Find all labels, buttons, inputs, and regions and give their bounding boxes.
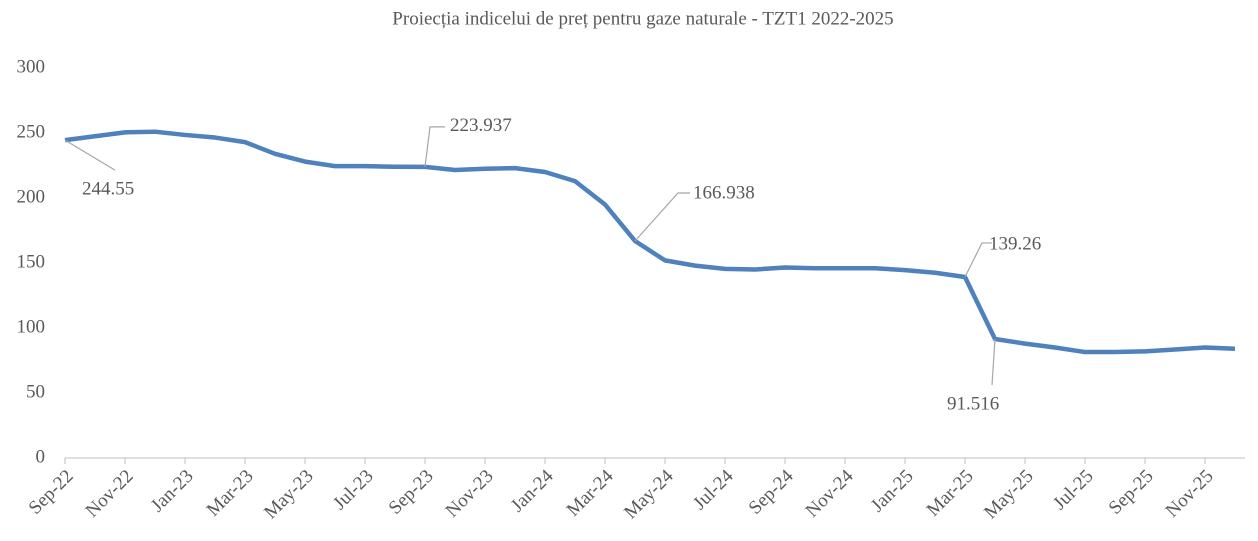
x-tick-label: Nov-24 xyxy=(802,465,858,521)
x-tick-label: Jul-25 xyxy=(1049,466,1097,514)
data-label: 244.55 xyxy=(82,178,134,199)
x-tick-label: Jan-23 xyxy=(147,466,198,517)
x-tick-label: Jul-24 xyxy=(689,465,738,514)
x-tick-label: May-23 xyxy=(260,466,317,523)
leader-line xyxy=(964,242,992,278)
x-tick-label: Nov-23 xyxy=(442,466,498,522)
y-tick-label: 150 xyxy=(17,251,46,272)
x-tick-label: Jan-25 xyxy=(867,466,918,517)
x-tick-label: Sep-23 xyxy=(385,466,438,519)
y-tick-label: 200 xyxy=(17,186,46,207)
x-tick-label: Jan-24 xyxy=(507,465,558,516)
x-tick-label: Nov-25 xyxy=(1162,466,1218,522)
line xyxy=(64,129,1236,355)
y-tick-label: 250 xyxy=(17,121,46,142)
x-tick-label: Sep-24 xyxy=(745,465,798,518)
data-label: 139.26 xyxy=(989,233,1041,254)
leader-line xyxy=(424,126,445,167)
x-tick-label: Mar-24 xyxy=(563,465,618,520)
data-label: 166.938 xyxy=(693,182,755,203)
x-tick-label: May-24 xyxy=(620,465,678,523)
data-label: 91.516 xyxy=(947,393,999,414)
x-tick-label: Mar-25 xyxy=(923,466,978,521)
y-tick-label: 0 xyxy=(36,446,46,467)
leader-line xyxy=(634,192,690,242)
x-tick-label: May-25 xyxy=(980,466,1037,523)
x-tick-label: Sep-22 xyxy=(25,466,78,519)
data-label: 223.937 xyxy=(450,115,512,136)
leader-line xyxy=(991,338,996,386)
y-tick-label: 300 xyxy=(17,56,46,77)
x-tick-label: Sep-25 xyxy=(1105,466,1158,519)
y-tick-label: 50 xyxy=(26,381,45,402)
y-tick-label: 100 xyxy=(17,316,46,337)
chart-title: Proiecția indicelui de preț pentru gaze … xyxy=(392,8,893,29)
x-tick-label: Jul-23 xyxy=(329,466,377,514)
leader-line xyxy=(64,139,116,171)
x-tick-label: Mar-23 xyxy=(203,466,258,521)
x-tick-label: Nov-22 xyxy=(82,466,138,522)
